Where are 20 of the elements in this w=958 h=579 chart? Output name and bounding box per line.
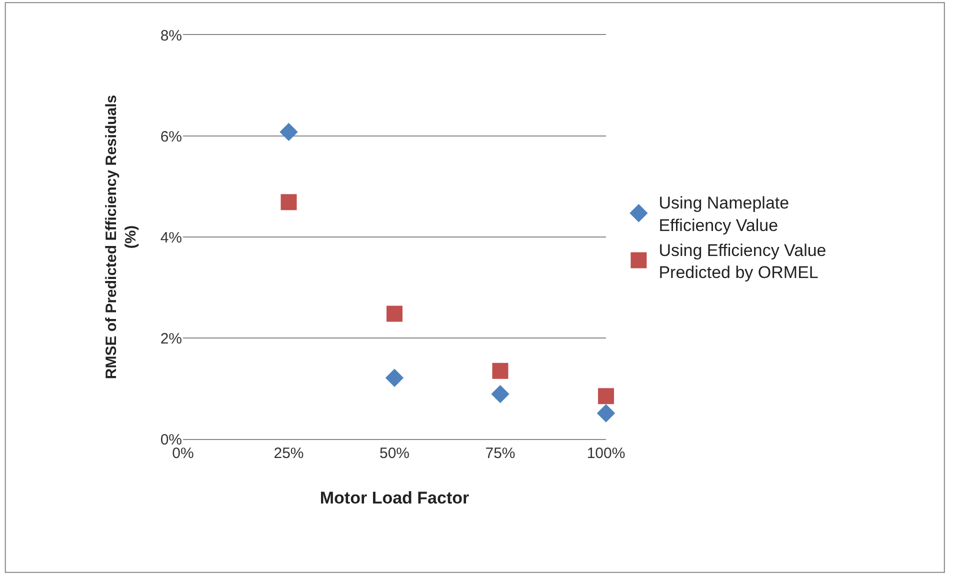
x-tick-label: 25% — [274, 445, 304, 462]
x-axis-title: Motor Load Factor — [320, 488, 470, 508]
x-tick-label: 75% — [485, 445, 516, 462]
y-tick-label: 6% — [160, 128, 182, 146]
x-tick-label: 50% — [379, 445, 410, 462]
point — [596, 404, 616, 422]
x-tick-label: 100% — [586, 445, 626, 462]
point — [280, 194, 297, 210]
legend-label: Using Nameplate Efficiency Value — [658, 194, 790, 235]
y-tick-label: 4% — [160, 229, 182, 246]
point — [598, 388, 614, 404]
point — [491, 384, 510, 404]
point — [386, 306, 402, 322]
point — [385, 368, 404, 387]
legend-label: Using Efficiency Value Predicted by ORMEL — [658, 240, 826, 282]
y-axis-title: RMSE of Predicted Efficiency Residuals (%) — [103, 94, 140, 380]
y-tick-label: 8% — [160, 27, 182, 44]
point — [492, 362, 508, 379]
y-tick-label: 2% — [160, 330, 182, 348]
point — [280, 122, 298, 142]
